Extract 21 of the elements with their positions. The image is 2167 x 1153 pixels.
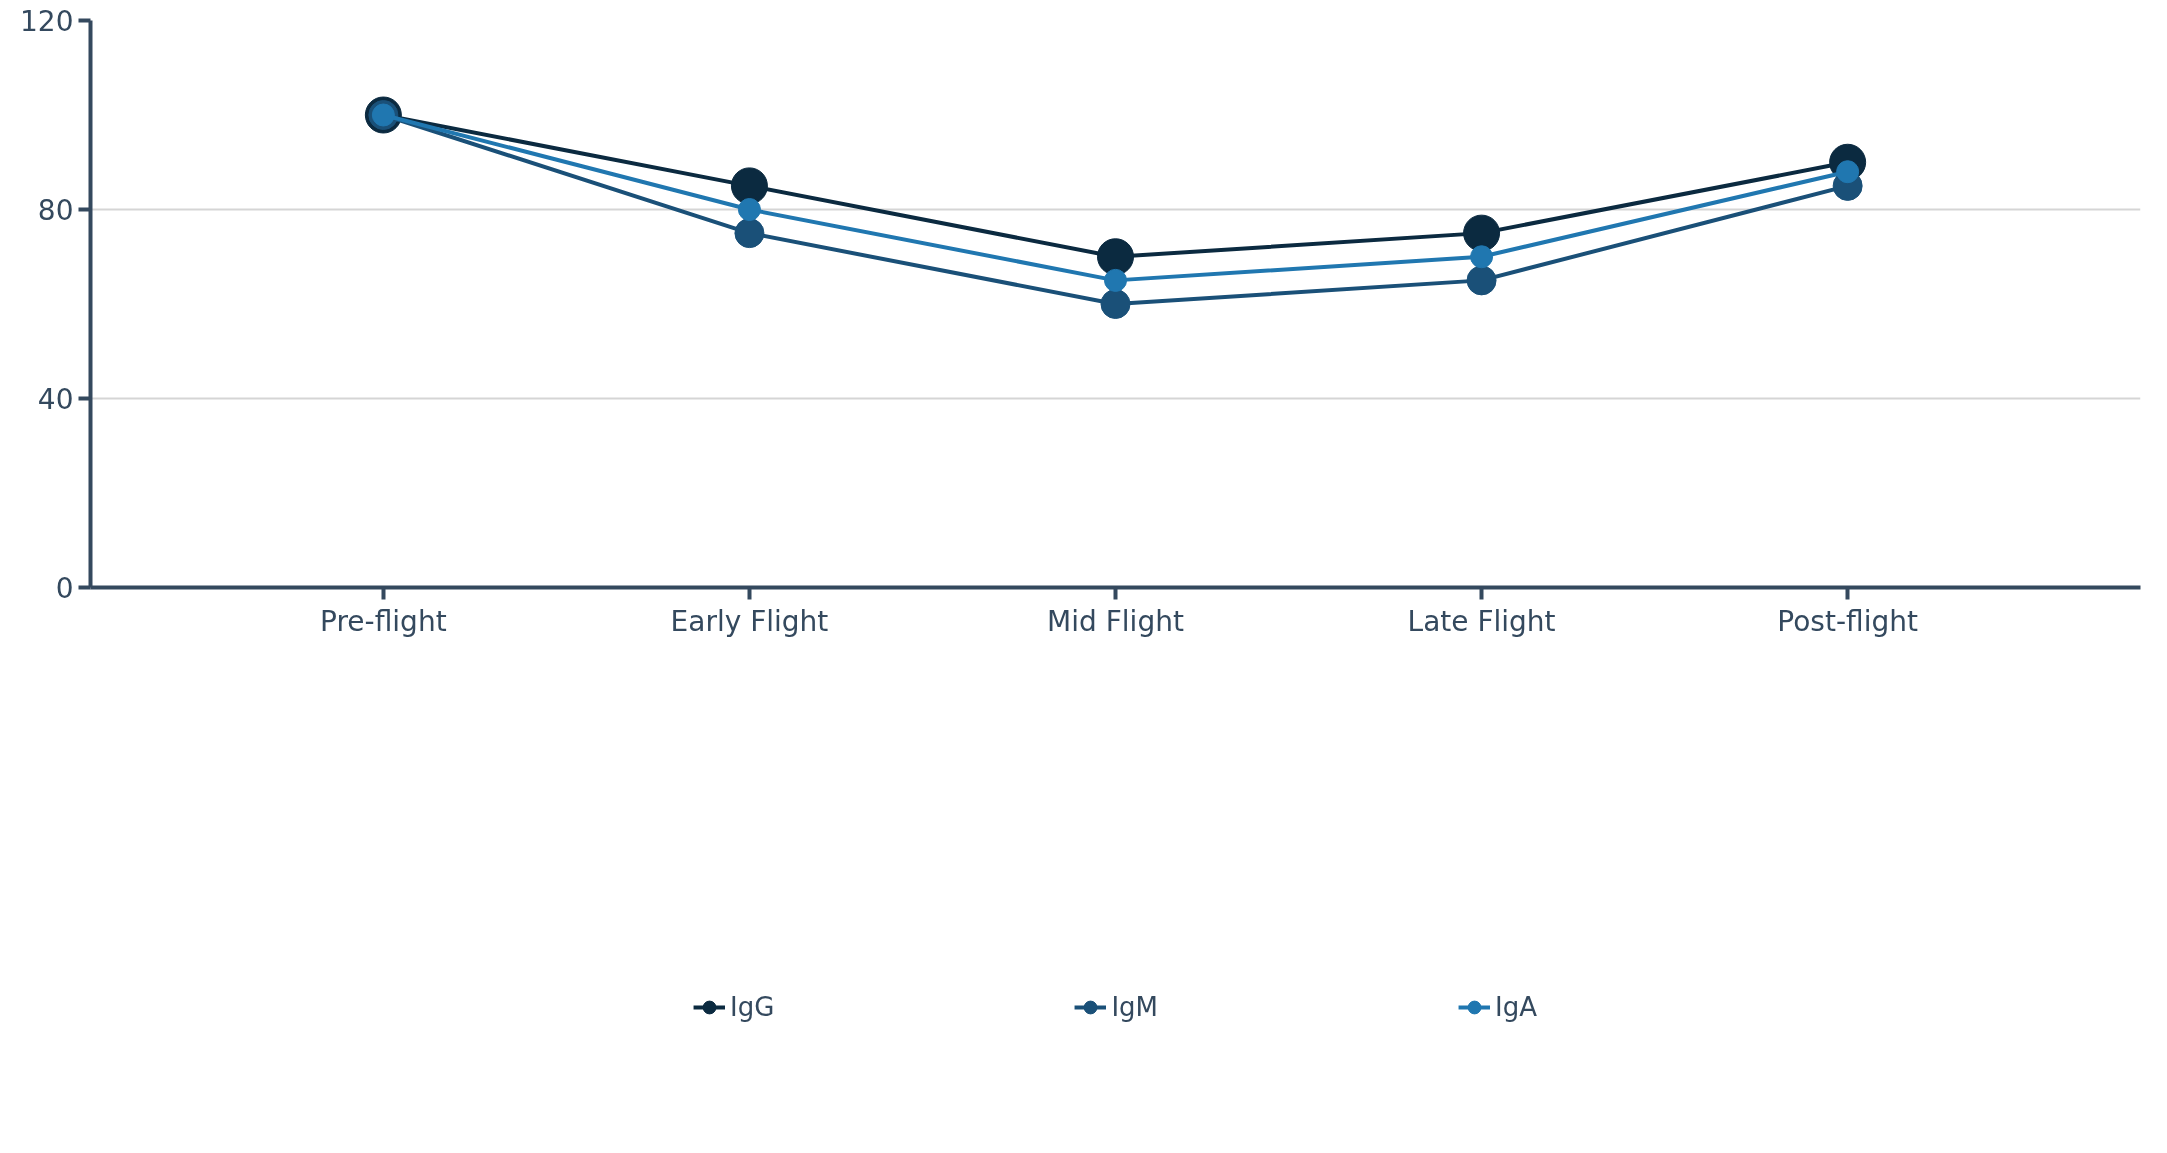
point <box>730 167 768 205</box>
point <box>1463 214 1501 252</box>
x-tick-label: Early Flight <box>670 604 829 638</box>
point <box>1097 238 1134 276</box>
y-tick-label: 40 <box>37 383 74 416</box>
y-tick-label: 0 <box>55 572 74 605</box>
y-tick-label: 80 <box>37 194 74 227</box>
point <box>1466 265 1497 296</box>
point <box>734 218 765 249</box>
legend-label: IgA <box>1494 992 1537 1022</box>
legend-label: IgG <box>730 992 775 1022</box>
x-tick-label: Pre-flight <box>320 604 447 638</box>
point <box>1104 268 1127 292</box>
x-tick-label: Post-flight <box>1777 604 1918 638</box>
x-tick-label: Late Flight <box>1407 604 1556 638</box>
point <box>1100 289 1131 319</box>
point <box>1470 245 1494 269</box>
point <box>737 198 761 221</box>
legend-label: IgM <box>1111 992 1158 1022</box>
x-tick-label: Mid Flight <box>1047 604 1184 638</box>
y-tick-label: 120 <box>20 5 74 38</box>
